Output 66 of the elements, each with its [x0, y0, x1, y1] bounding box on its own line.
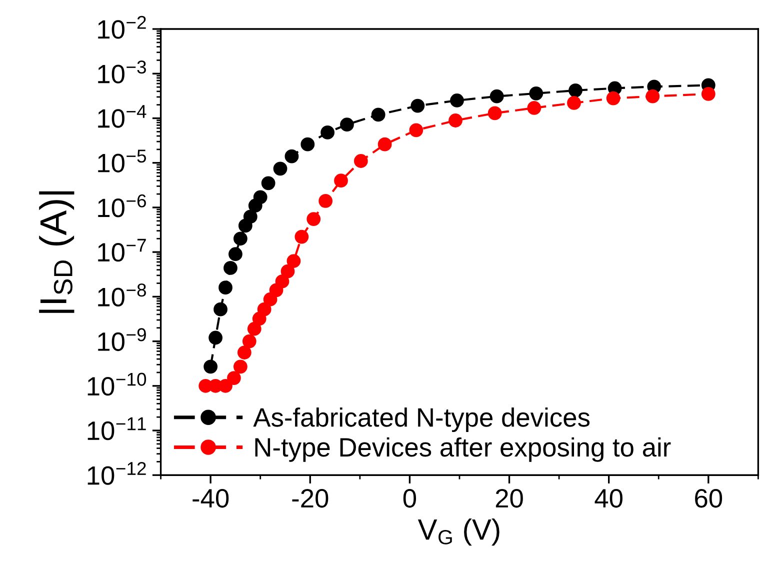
point	[233, 360, 248, 374]
y-tick-label: 10$^{−10}$	[88, 372, 146, 396]
x-tick-label: -40	[192, 489, 229, 508]
x-tick-label: 60	[695, 489, 722, 508]
point	[208, 330, 222, 345]
y-axis-title: |I$_{SD}$ (A)|	[39, 191, 74, 313]
point	[257, 302, 272, 316]
y-tick-label: 10$^{−7}$	[98, 238, 146, 262]
point	[701, 87, 716, 101]
y-tick-label: 10$^{−8}$	[98, 284, 146, 306]
x-tick-label: -20	[292, 489, 328, 508]
point	[340, 118, 354, 132]
point	[371, 108, 386, 122]
point	[218, 378, 232, 393]
point	[286, 254, 301, 268]
y-tick-label: 10$^{−2}$	[98, 16, 146, 39]
x-axis-title: V$_{G}$ (V)	[418, 518, 500, 546]
point	[242, 334, 256, 348]
point	[567, 96, 581, 110]
point	[284, 149, 299, 164]
y-tick-label: 10$^{−5}$	[98, 150, 146, 172]
point	[280, 264, 295, 278]
point	[204, 360, 218, 374]
point	[527, 101, 542, 115]
point	[488, 106, 502, 120]
y-tick-label: 10$^{−11}$	[88, 417, 146, 440]
y-tick-label: 10$^{−9}$	[98, 328, 146, 352]
y-tick-label: 10$^{−3}$	[98, 60, 146, 84]
x-tick-label: 0	[403, 489, 416, 508]
point	[410, 98, 425, 113]
point	[214, 302, 228, 316]
point	[218, 280, 232, 295]
point	[409, 123, 424, 138]
y-tick-label: 10$^{−4}$	[98, 105, 146, 128]
point	[275, 274, 290, 288]
point	[261, 176, 276, 190]
point	[273, 162, 288, 176]
legend-label: As-fabricated N-type devices	[253, 407, 590, 432]
point	[228, 247, 242, 262]
point	[448, 114, 462, 128]
point	[450, 94, 464, 108]
point	[378, 137, 392, 152]
point	[253, 190, 268, 204]
legend-label: N-type Devices after exposing to air	[255, 437, 671, 462]
x-tick-label: 40	[594, 489, 622, 508]
point	[606, 91, 620, 106]
point	[294, 230, 309, 244]
y-tick-label: 10$^{−12}$	[88, 462, 146, 485]
point	[568, 83, 582, 98]
point	[224, 261, 238, 275]
point	[233, 232, 248, 246]
point	[237, 346, 252, 360]
x-tick-label: 20	[496, 489, 523, 508]
point	[243, 210, 258, 224]
point	[320, 126, 335, 140]
point	[247, 322, 262, 336]
y-tick-label: 10$^{−6}$	[98, 194, 146, 218]
point	[646, 89, 660, 104]
point	[306, 212, 321, 226]
point	[529, 86, 544, 100]
point	[227, 371, 241, 385]
point	[334, 174, 348, 188]
point	[354, 154, 368, 168]
point	[300, 137, 315, 152]
point	[318, 194, 333, 208]
point	[490, 89, 504, 104]
